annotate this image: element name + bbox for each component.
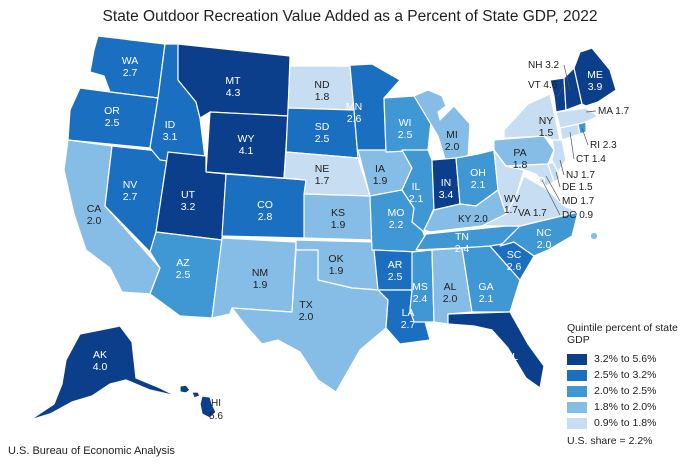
legend-swatch	[567, 417, 587, 429]
state-label-WI: WI 2.5	[398, 117, 413, 141]
state-label-CT: CT 1.4	[576, 154, 606, 165]
legend-title: Quintile percent of state GDP	[567, 322, 678, 346]
state-label-IL: IL 2.1	[409, 181, 424, 205]
state-label-WV: WV 1.7	[504, 194, 520, 216]
state-label-TN: TN 2.4	[455, 231, 470, 255]
leader-line-RI	[581, 127, 589, 146]
state-label-IN: IN 3.4	[439, 177, 454, 201]
cape-cod-island	[590, 232, 598, 240]
state-label-OR: OR 2.5	[104, 105, 120, 129]
state-label-MT: MT 4.3	[225, 75, 241, 99]
state-label-WY: WY 4.1	[238, 133, 255, 157]
us-share: U.S. share = 2.2%	[567, 435, 653, 447]
legend-swatch	[567, 369, 587, 381]
legend-label: 1.8% to 2.0%	[594, 401, 657, 413]
state-label-ME: ME 3.9	[587, 69, 603, 93]
legend-label: 2.0% to 2.5%	[594, 385, 657, 397]
state-label-CA: CA 2.0	[87, 203, 102, 227]
state-label-VA: VA 1.7	[518, 208, 547, 219]
state-label-HI: HI 5.6	[209, 398, 223, 422]
state-label-MN: MN 2.6	[346, 101, 362, 125]
legend-row: 3.2% to 5.6%	[567, 351, 700, 367]
state-label-NJ: NJ 1.7	[566, 170, 595, 181]
state-label-ND: ND 1.8	[314, 79, 330, 103]
state-label-MA: MA 1.7	[598, 106, 630, 117]
state-label-MI: MI 2.0	[445, 129, 460, 153]
state-label-OH: OH 2.1	[470, 167, 486, 191]
state-HI[interactable]	[179, 384, 217, 419]
state-AK[interactable]	[29, 325, 177, 421]
state-label-OK: OK 1.9	[328, 253, 343, 277]
state-label-CO: CO 2.8	[257, 199, 273, 223]
leader-line-VT	[557, 84, 565, 97]
legend-row: 2.0% to 2.5%	[567, 383, 700, 399]
state-label-UT: UT 3.2	[181, 189, 196, 213]
leader-line-MA	[585, 110, 597, 113]
state-label-DE: DE 1.5	[562, 182, 593, 193]
leader-line-DE	[555, 171, 561, 188]
leader-line-MD	[545, 175, 561, 202]
state-WI[interactable]	[383, 95, 433, 153]
state-label-KS: KS 1.9	[331, 207, 346, 231]
legend-label: 0.9% to 1.8%	[594, 417, 657, 429]
state-label-ID: ID 3.1	[163, 119, 178, 143]
state-TX[interactable]	[231, 249, 389, 393]
state-NY[interactable]	[503, 93, 561, 141]
map-title: State Outdoor Recreation Value Added as …	[102, 8, 598, 25]
state-label-NE: NE 1.7	[315, 163, 330, 187]
leader-line-NH	[563, 64, 571, 91]
legend-label: 3.2% to 5.6%	[594, 353, 657, 365]
state-label-PA: PA 1.8	[513, 147, 528, 171]
state-label-NY: NY 1.5	[539, 115, 554, 139]
legend-row: 2.5% to 3.2%	[567, 367, 700, 383]
state-label-DC: DC 0.9	[562, 210, 594, 221]
state-label-NV: NV 2.7	[123, 179, 138, 203]
state-VT[interactable]	[549, 77, 567, 113]
legend-label: 2.5% to 3.2%	[594, 369, 657, 381]
leader-line-CT	[569, 131, 575, 160]
state-MA[interactable]	[555, 107, 599, 129]
state-label-TX: TX 2.0	[299, 299, 314, 323]
state-label-NC: NC 2.0	[536, 227, 552, 251]
source-note: U.S. Bureau of Economic Analysis	[8, 445, 175, 457]
state-label-AR: AR 2.5	[388, 259, 403, 283]
state-labels: WA 2.7 OR 2.5 CA 2.0 NV 2.7 ID 3.1 MT 4.3 WY 4.1 UT 3.2…	[87, 55, 630, 422]
state-label-KY: KY 2.0	[458, 214, 488, 225]
state-label-WA: WA 2.7	[122, 55, 139, 79]
state-label-IA: IA 1.9	[373, 163, 388, 187]
state-IL[interactable]	[401, 149, 435, 233]
state-label-AZ: AZ 2.5	[176, 257, 191, 281]
state-label-NH: NH 3.2	[528, 60, 560, 71]
state-FL[interactable]	[447, 311, 545, 389]
state-label-MD: MD 1.7	[562, 196, 595, 207]
state-label-LA: LA 2.7	[401, 307, 416, 331]
state-label-MS: MS 2.4	[412, 281, 428, 305]
leader-line-NJ	[559, 159, 565, 176]
label-leaders	[541, 64, 597, 216]
state-label-GA: GA 2.1	[478, 281, 493, 305]
state-label-FL: FL 3.6	[505, 351, 520, 375]
state-VA[interactable]	[481, 175, 579, 227]
state-label-NM: NM 1.9	[252, 267, 268, 291]
state-label-AK: AK 4.0	[93, 349, 108, 373]
state-label-AL: AL 2.0	[443, 281, 458, 305]
legend-row: 0.9% to 1.8%	[567, 415, 700, 431]
state-MI[interactable]	[413, 89, 471, 163]
state-label-MO: MO 2.2	[388, 207, 405, 231]
legend-swatch	[567, 353, 587, 365]
state-label-RI: RI 2.3	[590, 140, 617, 151]
legend-row: 1.8% to 2.0%	[567, 399, 700, 415]
state-label-VT: VT 4.6	[528, 80, 558, 91]
legend-swatch	[567, 401, 587, 413]
legend-swatch	[567, 385, 587, 397]
legend: Quintile percent of state GDP 3.2% to 5.…	[567, 322, 700, 447]
state-label-SC: SC 2.6	[507, 249, 522, 273]
state-GA[interactable]	[461, 245, 521, 313]
state-ME[interactable]	[573, 47, 617, 107]
leader-line-DC	[541, 179, 561, 216]
state-label-SD: SD 2.5	[315, 121, 330, 145]
